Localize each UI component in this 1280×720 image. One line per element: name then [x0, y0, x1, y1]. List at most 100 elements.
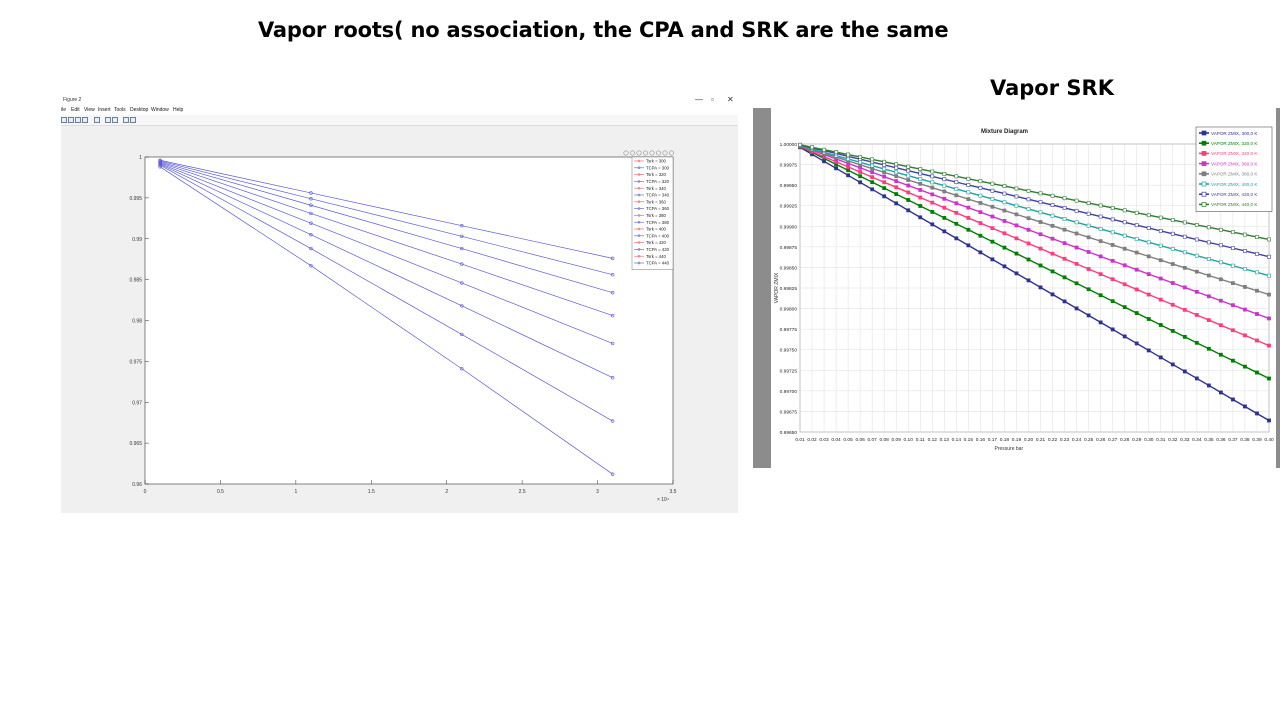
data-point [1206, 225, 1211, 230]
legend-entry: TCPA = 300 [646, 165, 670, 170]
minimize-icon[interactable]: — [695, 95, 703, 104]
legend-entry: TCPA = 440 [646, 261, 670, 266]
data-point [1182, 234, 1187, 239]
legend-entry: Tsrk = 420 [646, 240, 667, 245]
pointer-icon[interactable] [123, 117, 129, 123]
colorbar-icon[interactable] [105, 117, 111, 123]
data-point [1110, 217, 1115, 222]
data-point [1206, 318, 1211, 322]
data-point [894, 174, 899, 179]
data-point [1002, 264, 1007, 269]
legend-entry: TCPA = 320 [646, 179, 670, 184]
x-tick-label: 1 [294, 489, 297, 495]
data-point [1098, 293, 1103, 298]
data-point [1170, 247, 1175, 251]
data-point [1122, 263, 1127, 268]
x-tick-label: 2.5 [519, 489, 526, 495]
data-point [1146, 317, 1151, 321]
data-point [966, 183, 971, 187]
data-point [990, 214, 995, 219]
data-point [1038, 220, 1043, 224]
data-point [942, 183, 947, 188]
x-tick-label: 0.05 [843, 437, 853, 443]
data-point [870, 175, 875, 180]
close-icon[interactable]: ✕ [727, 95, 734, 104]
axes-toolbar-icon [636, 150, 642, 156]
series-line [159, 163, 613, 344]
y-tick-label: 0.99675 [780, 409, 798, 415]
legend-marker [637, 214, 641, 217]
menu-tools[interactable]: Tools [114, 107, 126, 113]
data-point [1086, 313, 1091, 318]
data-point [882, 167, 887, 171]
y-tick-label: 0.99900 [780, 224, 798, 230]
legend-entry: VAPOR ZMIX, 420,0 K [1211, 192, 1258, 197]
data-point [1255, 270, 1259, 275]
data-point [309, 203, 313, 207]
new-figure-icon[interactable] [61, 117, 67, 123]
data-point [1050, 193, 1055, 198]
legend-marker [1201, 130, 1207, 136]
menu-view[interactable]: View [84, 107, 95, 113]
data-point [918, 204, 923, 208]
legend-marker [1201, 151, 1207, 156]
menu-window[interactable]: Window [151, 107, 169, 113]
y-tick-label: 0.965 [129, 441, 142, 447]
axes-toolbar-icon [656, 150, 661, 156]
data-point [954, 221, 959, 226]
x-tick-label: 0.38 [1240, 437, 1250, 443]
data-point [1267, 273, 1271, 278]
x-tick-label: 0.40 [1264, 437, 1274, 443]
save-icon[interactable] [75, 117, 81, 123]
data-point [954, 193, 959, 198]
data-point [1050, 251, 1055, 256]
data-point [1050, 213, 1055, 218]
data-point [1255, 288, 1259, 293]
x-tick-label: 0.36 [1216, 437, 1226, 443]
data-point [978, 250, 983, 255]
data-point [1026, 189, 1031, 193]
menu-desktop[interactable]: Desktop [130, 107, 149, 113]
data-point [1014, 236, 1019, 241]
data-point [846, 173, 851, 178]
legend-icon[interactable] [112, 117, 118, 123]
legend-marker [637, 207, 641, 210]
data-point [990, 239, 995, 244]
data-point [1134, 210, 1139, 215]
data-point [1194, 269, 1199, 274]
data-point [1086, 223, 1091, 228]
data-point [1267, 418, 1271, 423]
data-point [1267, 254, 1271, 259]
data-point [1182, 220, 1187, 225]
maximize-icon[interactable]: ▫ [711, 95, 714, 104]
data-point [309, 196, 313, 201]
open-file-icon[interactable] [68, 117, 74, 123]
data-point [1134, 311, 1139, 315]
legend-entry: Tsrk = 340 [646, 186, 667, 191]
data-point [906, 198, 911, 202]
data-point [1206, 240, 1211, 245]
data-point [1243, 404, 1247, 409]
legend-entry: TCPA = 340 [646, 193, 670, 198]
menu-edit[interactable]: Edit [71, 107, 80, 113]
print-icon[interactable] [82, 117, 88, 123]
data-point [930, 192, 935, 197]
data-point [1026, 278, 1031, 283]
legend-entry: Tsrk = 300 [646, 159, 667, 164]
data-point [1074, 245, 1079, 250]
menu-file[interactable]: ile [61, 107, 67, 113]
series-line [159, 166, 613, 475]
y-tick-label: 0.99700 [780, 389, 798, 395]
menu-insert[interactable]: Insert [98, 107, 111, 113]
data-point [460, 367, 464, 371]
link-plot-icon[interactable] [94, 117, 100, 123]
menu-help[interactable]: Help [173, 107, 184, 113]
data-point [858, 165, 863, 170]
data-point [1002, 231, 1007, 236]
data-point [1158, 276, 1163, 281]
y-tick-label: 0.99800 [780, 307, 798, 313]
data-point [1194, 289, 1199, 294]
plot-tools-icon[interactable] [130, 117, 136, 123]
legend-marker [637, 220, 641, 224]
data-point [1134, 250, 1139, 255]
